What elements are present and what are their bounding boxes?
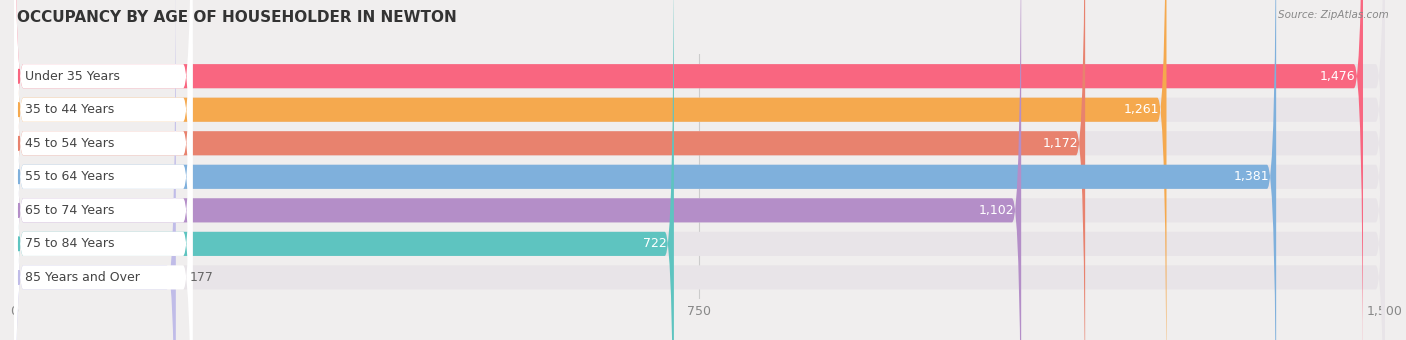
FancyBboxPatch shape bbox=[14, 0, 176, 340]
Text: Under 35 Years: Under 35 Years bbox=[25, 70, 121, 83]
FancyBboxPatch shape bbox=[14, 0, 1277, 340]
FancyBboxPatch shape bbox=[14, 0, 1085, 340]
Text: 85 Years and Over: 85 Years and Over bbox=[25, 271, 141, 284]
FancyBboxPatch shape bbox=[14, 0, 193, 340]
Text: 1,261: 1,261 bbox=[1123, 103, 1159, 116]
FancyBboxPatch shape bbox=[14, 0, 193, 340]
FancyBboxPatch shape bbox=[14, 0, 1385, 340]
Text: 55 to 64 Years: 55 to 64 Years bbox=[25, 170, 115, 183]
Text: 45 to 54 Years: 45 to 54 Years bbox=[25, 137, 115, 150]
FancyBboxPatch shape bbox=[14, 0, 1385, 340]
Text: 65 to 74 Years: 65 to 74 Years bbox=[25, 204, 115, 217]
FancyBboxPatch shape bbox=[14, 0, 1385, 340]
Text: 1,381: 1,381 bbox=[1233, 170, 1268, 183]
FancyBboxPatch shape bbox=[14, 0, 193, 340]
FancyBboxPatch shape bbox=[14, 0, 1362, 340]
Text: 1,476: 1,476 bbox=[1320, 70, 1355, 83]
Text: 177: 177 bbox=[190, 271, 214, 284]
FancyBboxPatch shape bbox=[14, 0, 193, 340]
FancyBboxPatch shape bbox=[14, 0, 1385, 340]
Text: 1,102: 1,102 bbox=[979, 204, 1014, 217]
FancyBboxPatch shape bbox=[14, 0, 1385, 340]
Text: 722: 722 bbox=[643, 237, 666, 250]
FancyBboxPatch shape bbox=[14, 0, 193, 340]
FancyBboxPatch shape bbox=[14, 0, 193, 340]
FancyBboxPatch shape bbox=[14, 0, 1385, 340]
Text: OCCUPANCY BY AGE OF HOUSEHOLDER IN NEWTON: OCCUPANCY BY AGE OF HOUSEHOLDER IN NEWTO… bbox=[17, 10, 457, 25]
Text: 1,172: 1,172 bbox=[1042, 137, 1078, 150]
FancyBboxPatch shape bbox=[14, 0, 193, 340]
FancyBboxPatch shape bbox=[14, 0, 1385, 340]
FancyBboxPatch shape bbox=[14, 0, 1167, 340]
Text: Source: ZipAtlas.com: Source: ZipAtlas.com bbox=[1278, 10, 1389, 20]
Text: 35 to 44 Years: 35 to 44 Years bbox=[25, 103, 115, 116]
FancyBboxPatch shape bbox=[14, 0, 673, 340]
Text: 75 to 84 Years: 75 to 84 Years bbox=[25, 237, 115, 250]
FancyBboxPatch shape bbox=[14, 0, 1021, 340]
